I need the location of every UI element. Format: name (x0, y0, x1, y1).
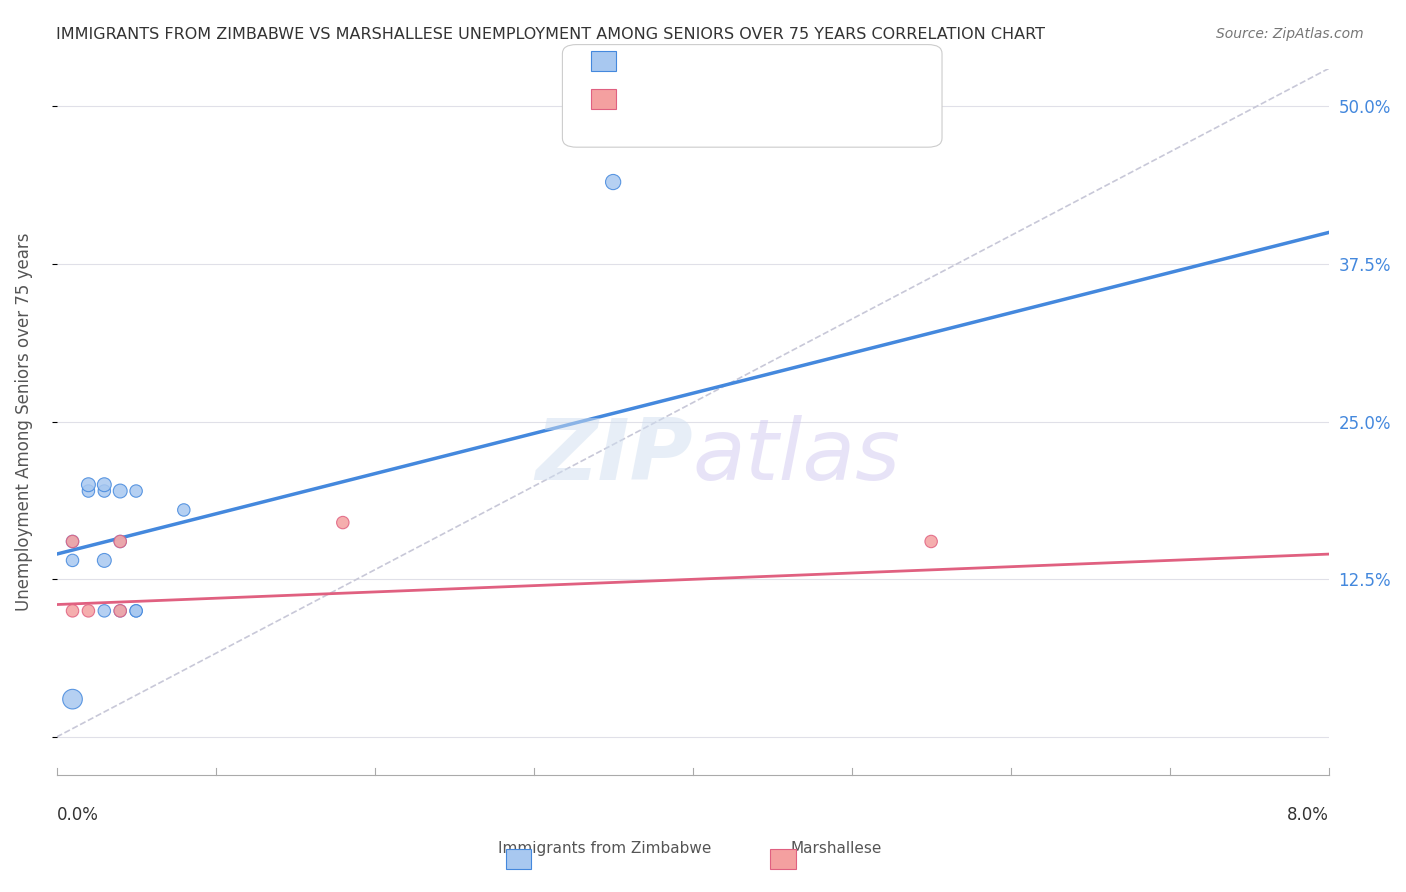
Point (920, 534, 942, 549)
Point (77, 604, 100, 618)
Point (110, 483, 132, 498)
Point (62, 534, 84, 549)
Text: N =  7: N = 7 (745, 112, 801, 129)
Point (93, 483, 115, 498)
Text: 8.0%: 8.0% (1286, 806, 1329, 824)
Text: N = 17: N = 17 (745, 71, 807, 89)
Text: Marshallese: Marshallese (792, 841, 882, 856)
Text: 0.0%: 0.0% (56, 806, 98, 824)
Point (125, 604, 148, 618)
Text: ZIP: ZIP (536, 416, 693, 499)
Text: Immigrants from Zimbabwe: Immigrants from Zimbabwe (498, 841, 711, 856)
Point (173, 503, 195, 517)
Point (62, 534, 84, 549)
Point (125, 483, 148, 498)
Point (62, 553, 84, 567)
Point (125, 604, 148, 618)
Point (110, 604, 132, 618)
Point (110, 534, 132, 549)
Point (93, 604, 115, 618)
Point (332, 516, 354, 530)
Text: atlas: atlas (693, 416, 901, 499)
Point (77, 477, 100, 491)
Text: R = 0.433: R = 0.433 (626, 112, 709, 129)
Y-axis label: Unemployment Among Seniors over 75 years: Unemployment Among Seniors over 75 years (15, 233, 32, 611)
Text: Source: ZipAtlas.com: Source: ZipAtlas.com (1216, 27, 1364, 41)
Text: IMMIGRANTS FROM ZIMBABWE VS MARSHALLESE UNEMPLOYMENT AMONG SENIORS OVER 75 YEARS: IMMIGRANTS FROM ZIMBABWE VS MARSHALLESE … (56, 27, 1045, 42)
Point (93, 553, 115, 567)
Text: R = 0.336: R = 0.336 (626, 71, 709, 89)
Point (62, 692, 84, 706)
Point (602, 175, 624, 189)
Point (93, 477, 115, 491)
Point (77, 483, 100, 498)
Point (110, 534, 132, 549)
Point (110, 604, 132, 618)
Point (62, 604, 84, 618)
